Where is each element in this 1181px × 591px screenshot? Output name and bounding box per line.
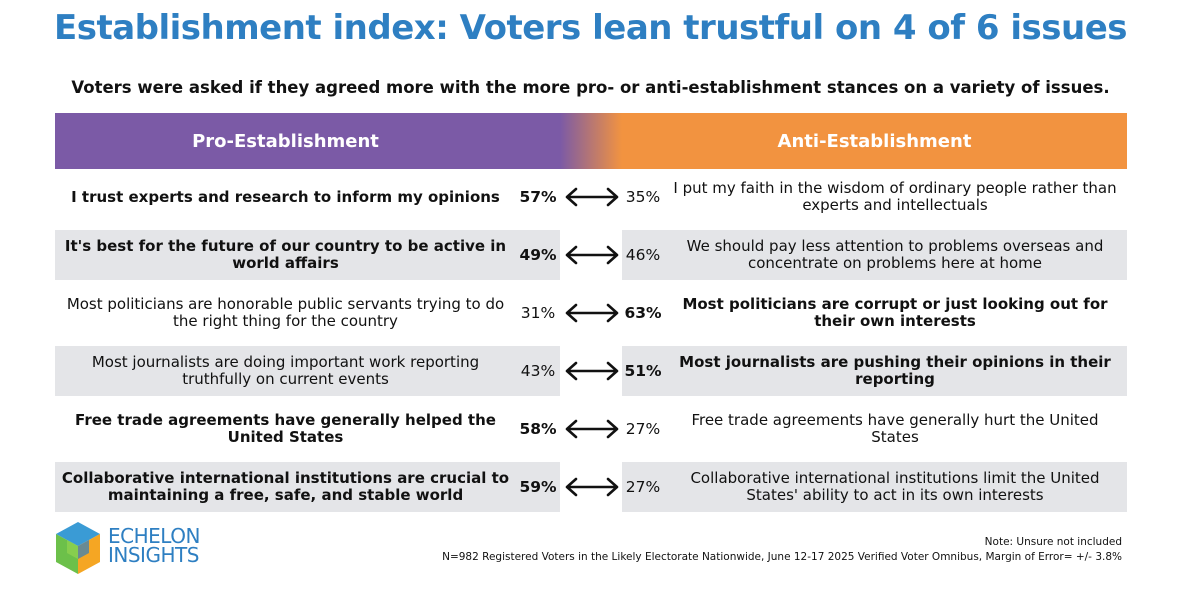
double-arrow-icon — [563, 172, 621, 222]
double-arrow-icon — [563, 230, 621, 280]
chart-title: Establishment index: Voters lean trustfu… — [53, 8, 1128, 48]
pro-statement: Collaborative international institutions… — [61, 469, 510, 504]
pro-percent: 31% — [520, 303, 556, 322]
anti-establishment-header: Anti-Establishment — [622, 113, 1127, 169]
pro-percent: 58% — [519, 419, 557, 438]
footnote-unsure: Note: Unsure not included — [984, 536, 1122, 548]
pro-statement: I trust experts and research to inform m… — [71, 187, 500, 206]
table-row: Most journalists are doing important wor… — [55, 346, 1127, 396]
table-row: It's best for the future of our country … — [55, 230, 1127, 280]
table-row: Free trade agreements have generally hel… — [55, 404, 1127, 454]
table-row: I trust experts and research to inform m… — [55, 172, 1127, 222]
pro-establishment-header: Pro-Establishment — [55, 113, 516, 169]
pro-header-fill — [516, 113, 560, 169]
anti-statement: We should pay less attention to problems… — [686, 237, 1104, 272]
header-gradient — [560, 113, 622, 169]
echelon-logo-icon — [56, 522, 100, 574]
anti-percent: 27% — [625, 477, 661, 496]
anti-percent: 51% — [624, 361, 662, 380]
anti-statement: I put my faith in the wisdom of ordinary… — [673, 179, 1117, 214]
pro-statement: Most politicians are honorable public se… — [66, 295, 505, 330]
double-arrow-icon — [563, 288, 621, 338]
logo-line-2: INSIGHTS — [108, 543, 199, 567]
anti-percent: 63% — [624, 303, 662, 322]
double-arrow-icon — [563, 404, 621, 454]
anti-statement: Most politicians are corrupt or just loo… — [682, 295, 1108, 330]
pro-statement: It's best for the future of our country … — [64, 237, 507, 272]
logo-line-1: ECHELON — [108, 524, 200, 548]
pro-statement: Free trade agreements have generally hel… — [75, 411, 496, 446]
anti-percent: 27% — [625, 419, 661, 438]
double-arrow-icon — [563, 462, 621, 512]
footnote-source: N=982 Registered Voters in the Likely El… — [442, 551, 1122, 563]
pro-statement: Most journalists are doing important wor… — [91, 353, 480, 388]
echelon-logo-text: ECHELON INSIGHTS — [108, 524, 200, 567]
anti-statement: Free trade agreements have generally hur… — [691, 411, 1099, 446]
chart-subtitle: Voters were asked if they agreed more wi… — [71, 78, 1110, 97]
pro-percent: 49% — [519, 245, 557, 264]
pro-percent: 59% — [519, 477, 557, 496]
double-arrow-icon — [563, 346, 621, 396]
anti-statement: Collaborative international institutions… — [690, 469, 1100, 504]
pro-percent: 57% — [519, 187, 557, 206]
anti-percent: 35% — [625, 187, 661, 206]
anti-percent: 46% — [625, 245, 661, 264]
anti-statement: Most journalists are pushing their opini… — [679, 353, 1111, 388]
table-row: Collaborative international institutions… — [55, 462, 1127, 512]
table-row: Most politicians are honorable public se… — [55, 288, 1127, 338]
pro-percent: 43% — [520, 361, 556, 380]
